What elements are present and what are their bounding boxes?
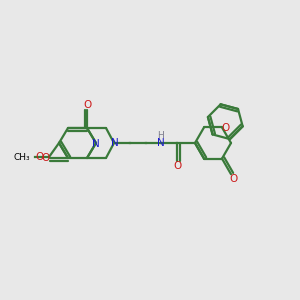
Text: N: N (157, 138, 165, 148)
Text: O: O (221, 123, 229, 134)
Text: CH₃: CH₃ (14, 154, 30, 163)
Text: H: H (158, 131, 164, 140)
Text: N: N (92, 139, 100, 149)
Text: O: O (41, 153, 49, 163)
Text: O: O (230, 173, 238, 184)
Text: N: N (111, 138, 119, 148)
Text: O: O (173, 161, 181, 171)
Text: O: O (83, 100, 91, 110)
Text: O: O (36, 152, 44, 162)
